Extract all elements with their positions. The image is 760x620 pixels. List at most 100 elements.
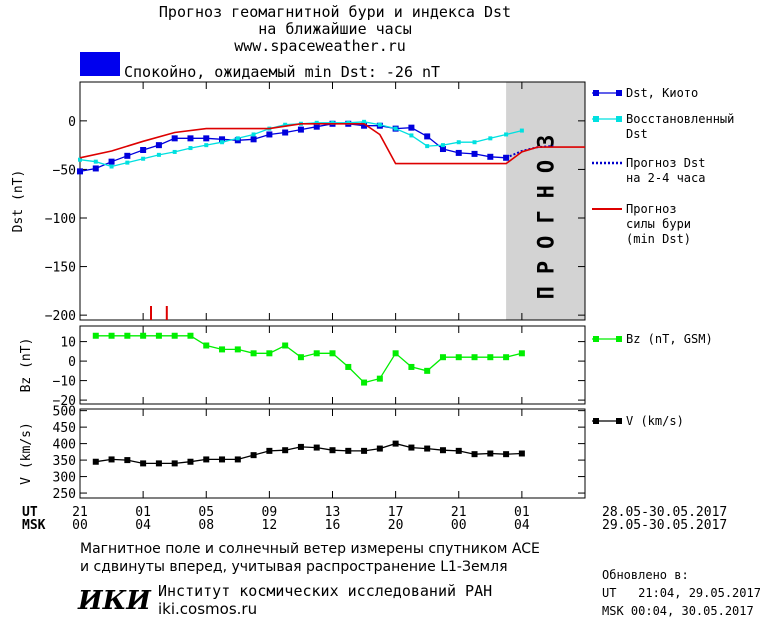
data-point — [234, 346, 241, 353]
status-indicator — [80, 52, 120, 76]
data-point — [376, 375, 383, 382]
data-point — [345, 447, 352, 454]
legend-marker — [616, 336, 622, 342]
x-tick-label-msk: 00 — [72, 518, 88, 533]
data-point — [472, 140, 477, 145]
data-point — [251, 132, 256, 137]
series-line-0-0 — [79, 123, 507, 173]
forecast-region — [506, 82, 585, 320]
data-point — [219, 456, 226, 463]
data-point — [124, 332, 131, 339]
y-axis-label: V (km/s) — [19, 422, 34, 485]
data-point — [471, 150, 478, 157]
legend-label-line: Прогноз — [626, 202, 677, 216]
data-point — [108, 158, 115, 165]
x-tick-label-ut: 13 — [325, 505, 341, 520]
data-point — [313, 444, 320, 451]
x-tick-label-ut: 09 — [262, 505, 278, 520]
data-point — [297, 126, 304, 133]
series-line-1-0 — [95, 335, 523, 384]
data-point — [155, 142, 162, 149]
data-point — [172, 149, 177, 154]
data-point — [188, 146, 193, 151]
y-tick-label: 0 — [68, 355, 76, 370]
data-point — [282, 447, 289, 454]
series-line-0-3 — [79, 123, 585, 165]
data-point — [203, 342, 210, 349]
footer-line2: и сдвинуты вперед, учитывая распростране… — [80, 559, 508, 575]
x-tick-label-ut: 21 — [451, 505, 467, 520]
data-point — [266, 447, 273, 454]
chart-title-line1: Прогноз геомагнитной бури и индекса Dst — [159, 3, 511, 21]
data-point — [439, 447, 446, 454]
x-tick-label-ut: 21 — [72, 505, 88, 520]
data-point — [488, 136, 493, 141]
data-point — [408, 124, 415, 131]
x-tick-label-ut: 05 — [198, 505, 214, 520]
data-point — [187, 458, 194, 465]
data-point — [109, 164, 114, 169]
x-tick-label-msk: 08 — [198, 518, 214, 533]
data-point — [408, 444, 415, 451]
data-point — [393, 126, 398, 131]
data-point — [314, 120, 319, 125]
data-point — [345, 363, 352, 370]
data-point — [187, 332, 194, 339]
data-point — [329, 447, 336, 454]
y-tick-label: 300 — [53, 471, 76, 486]
data-point — [519, 128, 524, 133]
data-point — [425, 144, 430, 149]
data-point — [503, 354, 510, 361]
legend-marker — [616, 116, 622, 122]
updated-ut: UT 21:04, 29.05.2017 — [602, 586, 760, 600]
data-point — [250, 350, 257, 357]
institute-url[interactable]: iki.cosmos.ru — [158, 600, 258, 618]
data-point — [313, 350, 320, 357]
x-tick-label-ut: 17 — [388, 505, 404, 520]
ut-date-range: 28.05-30.05.2017 — [602, 505, 727, 520]
legend-marker — [593, 116, 599, 122]
legend-marker — [593, 418, 599, 424]
x-tick-label-msk: 04 — [135, 518, 151, 533]
data-point — [376, 445, 383, 452]
y-axis-label: Bz (nT) — [19, 338, 34, 393]
data-point — [455, 149, 462, 156]
data-point — [346, 120, 351, 125]
data-point — [329, 350, 336, 357]
y-tick-label: −100 — [45, 212, 76, 227]
data-point — [78, 157, 82, 162]
data-point — [140, 332, 147, 339]
msk-label: MSK — [22, 518, 46, 533]
data-point — [362, 119, 367, 124]
bz-panel: 10 0 −10 −20 Bz (nT) — [19, 325, 586, 409]
data-point — [187, 135, 194, 142]
data-point — [282, 342, 289, 349]
y-tick-label: 0 — [68, 115, 76, 130]
y-tick-label: 10 — [60, 336, 76, 351]
data-point — [283, 122, 288, 127]
data-point — [330, 120, 335, 125]
data-point — [504, 132, 509, 137]
footer-line1: Магнитное поле и солнечный ветер измерен… — [80, 541, 540, 557]
data-point — [219, 136, 226, 143]
data-point — [235, 136, 240, 141]
data-point — [392, 350, 399, 357]
data-point — [361, 447, 368, 454]
ut-label: UT — [22, 505, 38, 520]
data-point — [297, 354, 304, 361]
data-point — [439, 354, 446, 361]
institute-block: Институт космических исследований РАН ik… — [158, 582, 492, 618]
data-point — [92, 458, 99, 465]
site-url: www.spaceweather.ru — [234, 37, 406, 55]
legend-label-line: на 2-4 часа — [626, 171, 705, 185]
data-point — [518, 450, 525, 457]
data-point — [140, 147, 147, 153]
data-point — [124, 152, 131, 159]
data-point — [266, 350, 273, 357]
data-point — [456, 140, 461, 145]
data-point — [250, 136, 257, 143]
legend-label: Dst, Киото — [626, 86, 698, 100]
